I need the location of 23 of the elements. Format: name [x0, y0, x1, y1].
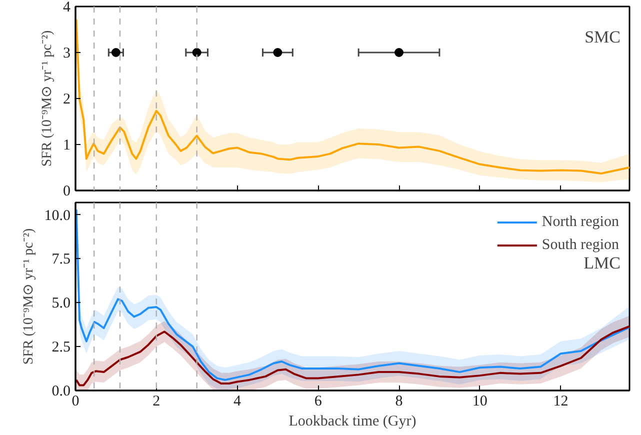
y-axis-title: SFR (10⁻⁹M⊙ yr⁻¹ pc⁻²)	[40, 30, 55, 167]
x-tick-label: 12	[553, 394, 568, 410]
y-tick-label: 3	[63, 46, 70, 62]
y-tick-label: 0.0	[52, 384, 70, 400]
legend-label: North region	[542, 214, 619, 230]
legend-label: South region	[542, 236, 619, 254]
annotation: LMC	[584, 254, 621, 272]
y-tick-label: 4	[63, 0, 71, 16]
y-tick-label: 2.5	[52, 340, 70, 356]
y-tick-label: 10.0	[44, 208, 70, 224]
y-tick-label: 1	[63, 138, 70, 154]
y-axis-title: SFR (10⁻⁹M⊙ yr⁻¹ pc⁻²)	[21, 228, 36, 365]
y-tick-label: 5.0	[52, 296, 70, 312]
x-tick-label: 10	[472, 394, 488, 410]
x-tick-label: 2	[152, 394, 160, 410]
x-tick-label: 4	[234, 394, 242, 410]
annotation: SMC	[584, 28, 621, 46]
y-tick-label: 0	[63, 184, 70, 200]
y-tick-label: 7.5	[52, 252, 70, 268]
y-tick-label: 2	[63, 92, 70, 108]
x-tick-label: 8	[395, 394, 403, 410]
x-tick-label: 6	[314, 394, 322, 410]
x-axis-title: Lookback time (Gyr)	[288, 414, 416, 430]
